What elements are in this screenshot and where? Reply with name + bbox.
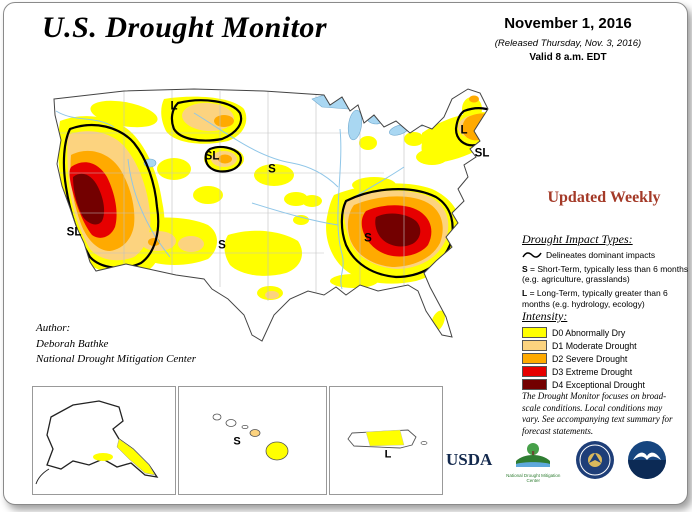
impact-label-hawaii: S [233, 435, 241, 448]
puerto-rico-d0 [365, 429, 405, 447]
short-term-text: = Short-Term, typically less than 6 mont… [522, 264, 689, 285]
long-term-text: = Long-Term, typically greater than 6 mo… [522, 288, 668, 309]
legend-row-d2: D2 Severe Drought [522, 353, 692, 364]
delineates-text: Delineates dominant impacts [546, 250, 656, 260]
intensity-legend: Intensity: D0 Abnormally Dry D1 Moderate… [522, 309, 692, 392]
impact-label-california: SL [66, 226, 82, 239]
release-note: (Released Thursday, Nov. 3, 2016) [494, 38, 642, 49]
us-map-svg [53, 88, 489, 342]
updated-weekly-note: Updated Weekly [547, 189, 661, 206]
disclaimer-text: The Drought Monitor focuses on broad-sca… [522, 391, 673, 437]
puerto-rico-inset: L [329, 386, 443, 495]
legend-swatch-d2 [522, 353, 547, 364]
author-block: Author: Deborah Bathke National Drought … [36, 321, 196, 366]
legend-swatch-d3 [522, 366, 547, 377]
impact-types-block: Drought Impact Types: Delineates dominan… [522, 232, 692, 309]
commerce-seal-logo [576, 441, 615, 479]
impact-label-northeast: L [460, 124, 468, 137]
intensity-heading: Intensity: [522, 309, 568, 323]
legend-row-d0: D0 Abnormally Dry [522, 327, 692, 338]
author-label: Author: [36, 322, 71, 334]
puerto-rico-map-svg [347, 429, 428, 449]
impact-short-term: S = Short-Term, typically less than 6 mo… [522, 264, 692, 284]
legend-label-d2: D2 Severe Drought [552, 353, 628, 364]
kauai-island [212, 413, 222, 421]
delineates-row: Delineates dominant impacts [522, 250, 692, 260]
short-term-letter: S [522, 264, 528, 274]
molokai-island [241, 425, 249, 430]
impact-label-southeast: S [364, 232, 372, 245]
impact-label-new-england: SL [474, 147, 490, 160]
hawaii-map-svg [212, 413, 289, 461]
author-name: Deborah Bathke [36, 338, 109, 351]
aleutian-chain [35, 468, 50, 485]
impact-long-term: L = Long-Term, typically greater than 6 … [522, 288, 692, 308]
alaska-map-svg [35, 400, 159, 485]
delineation-squiggle-icon [522, 252, 542, 258]
us-outline-stroke [53, 88, 489, 342]
legend-swatch-d0 [522, 327, 547, 338]
maui-island [249, 429, 261, 437]
legend-label-d0: D0 Abnormally Dry [552, 327, 626, 338]
noaa-logo [628, 441, 667, 479]
report-date: November 1, 2016 [504, 15, 632, 32]
legend-swatch-d4 [522, 379, 547, 390]
impact-label-dakotas: SL [204, 150, 220, 163]
page-title: U.S. Drought Monitor [42, 11, 328, 44]
valid-time: Valid 8 a.m. EDT [529, 52, 607, 63]
impact-label-central-plains: S [268, 163, 276, 176]
long-term-letter: L [522, 288, 528, 299]
legend-row-d4: D4 Exceptional Drought [522, 379, 692, 390]
ndmc-caption: National Drought Mitigation Center [506, 472, 561, 483]
agency-logos: USDA National Drought Mitigation Center [446, 431, 684, 489]
legend-label-d1: D1 Moderate Drought [552, 340, 637, 351]
legend-swatch-d1 [522, 340, 547, 351]
impact-label-puerto-rico: L [384, 448, 392, 461]
author-org: National Drought Mitigation Center [36, 352, 197, 365]
alaska-panhandle-d0 [116, 438, 156, 476]
big-island [265, 441, 289, 461]
state-borders [54, 89, 405, 301]
date-block: November 1, 2016 (Released Thursday, Nov… [456, 15, 680, 63]
usda-logo: USDA [446, 450, 493, 469]
vieques-island [420, 441, 428, 445]
legend-row-d3: D3 Extreme Drought [522, 366, 692, 377]
alaska-inset [32, 386, 176, 495]
legend-label-d4: D4 Exceptional Drought [552, 379, 645, 390]
drought-monitor-page: U.S. Drought Monitor November 1, 2016 (R… [3, 2, 688, 505]
impact-types-heading: Drought Impact Types: [522, 232, 633, 246]
drought-d4-layer [73, 122, 488, 247]
legend-row-d1: D1 Moderate Drought [522, 340, 692, 351]
conus-map: L SL S SL S S L SL [24, 69, 516, 379]
hawaii-inset: S [178, 386, 327, 495]
impact-label-southern-plains: S [218, 239, 226, 252]
ndmc-logo-icon [516, 442, 551, 467]
oahu-island [225, 419, 237, 427]
legend-label-d3: D3 Extreme Drought [552, 366, 633, 377]
alaska-coast-d0 [93, 453, 113, 461]
impact-label-montana: L [170, 100, 178, 113]
ndmc-logo: National Drought Mitigation Center [502, 437, 564, 483]
